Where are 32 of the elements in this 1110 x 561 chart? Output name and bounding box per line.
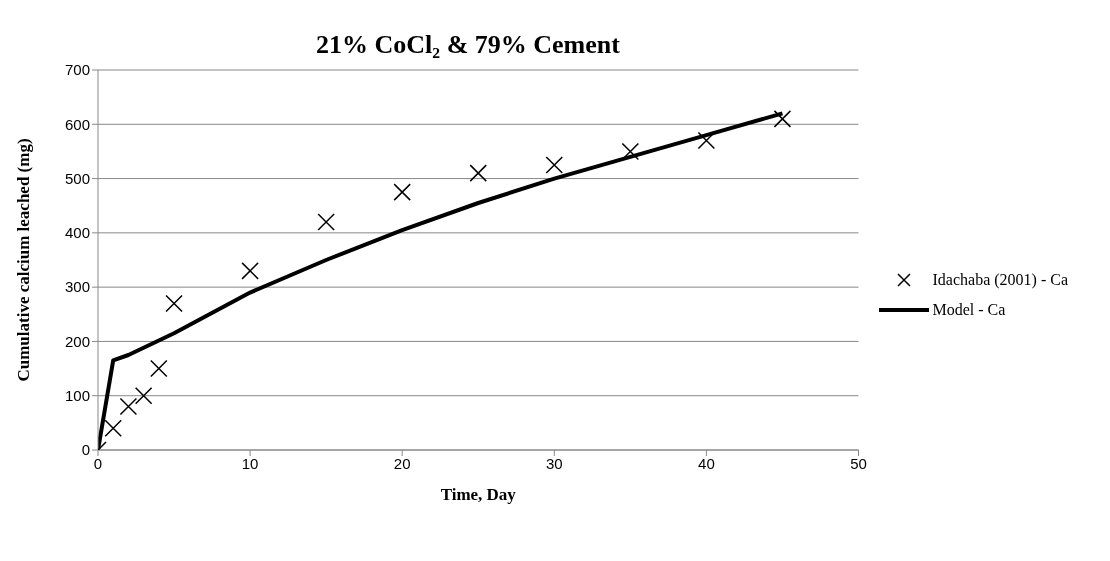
x-tick-label: 0	[93, 454, 103, 472]
x-tick-label: 50	[850, 454, 867, 472]
point	[134, 386, 153, 405]
y-tick-label: 700	[64, 61, 90, 79]
point	[469, 164, 487, 182]
point	[697, 131, 716, 150]
x-axis-title: Time, Day	[440, 485, 517, 504]
point	[317, 213, 335, 231]
point	[393, 183, 411, 201]
x-tick-label: 40	[698, 454, 715, 472]
x-tick-label: 30	[545, 454, 563, 472]
x-tick-label: 20	[393, 454, 411, 472]
point	[165, 294, 183, 313]
point	[241, 262, 259, 280]
point	[621, 142, 640, 161]
y-tick-label: 600	[64, 115, 90, 133]
point	[150, 359, 168, 378]
y-tick-label: 400	[64, 224, 90, 242]
x-tick-label: 10	[241, 454, 259, 472]
y-tick-label: 500	[64, 169, 90, 187]
point	[104, 419, 122, 438]
point	[545, 156, 564, 174]
y-tick-label: 300	[64, 278, 90, 296]
y-tick-label: 0	[81, 441, 90, 459]
legend-label: Model - Ca	[932, 301, 1006, 319]
y-tick-label: 100	[64, 387, 90, 405]
y-axis-title: Cumulative calcium leached (mg)	[14, 138, 34, 382]
point	[119, 397, 138, 416]
point	[773, 110, 792, 128]
legend-label: Idachaba (2001) - Ca	[932, 271, 1068, 289]
y-tick-label: 200	[64, 332, 90, 350]
chart-title: 21% CoCl₂ & 79% Cement	[315, 30, 621, 60]
